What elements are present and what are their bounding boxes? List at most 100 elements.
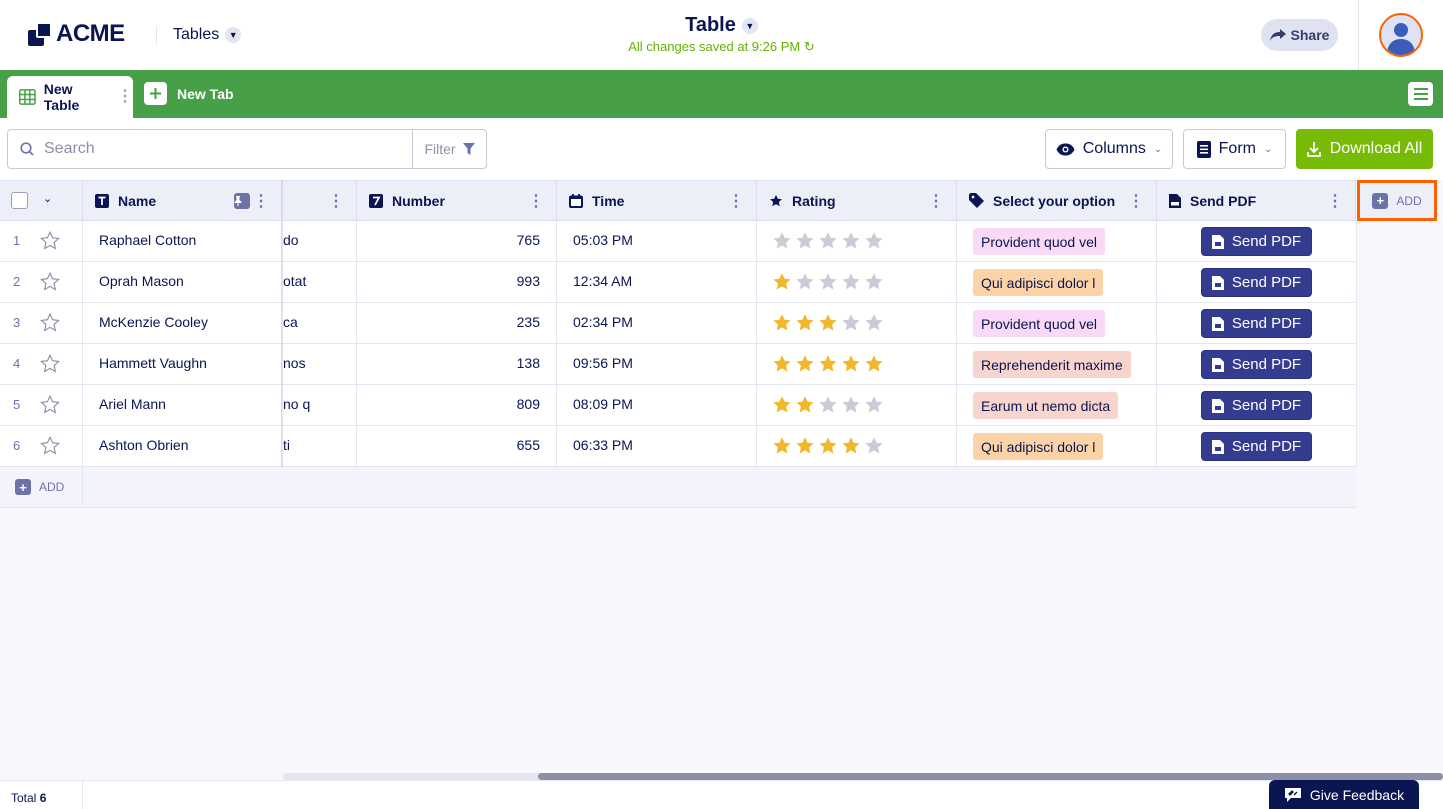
name-cell[interactable]: Hammett Vaughn: [99, 355, 207, 371]
give-feedback-button[interactable]: Give Feedback: [1269, 780, 1419, 809]
number-cell[interactable]: 138: [516, 355, 540, 371]
more-vertical-icon[interactable]: ⋮: [728, 192, 744, 210]
rating-star-icon[interactable]: [818, 395, 838, 415]
number-cell[interactable]: 809: [516, 396, 540, 412]
name-cell[interactable]: Ashton Obrien: [99, 437, 189, 453]
rating-star-icon[interactable]: [795, 231, 815, 251]
time-cell[interactable]: 02:34 PM: [573, 314, 633, 330]
rating-star-icon[interactable]: [818, 354, 838, 374]
share-button[interactable]: Share: [1261, 19, 1338, 51]
number-cell[interactable]: 765: [516, 232, 540, 248]
truncated-cell[interactable]: ca: [283, 314, 298, 330]
rating-star-icon[interactable]: [772, 272, 792, 292]
truncated-cell[interactable]: otat: [283, 273, 307, 289]
hamburger-menu-button[interactable]: [1408, 82, 1433, 106]
time-cell[interactable]: 09:56 PM: [573, 355, 633, 371]
more-vertical-icon[interactable]: ⋮: [328, 192, 344, 210]
send-pdf-button[interactable]: Send PDF: [1201, 350, 1312, 379]
truncated-cell[interactable]: ti: [283, 437, 290, 453]
name-cell[interactable]: Ariel Mann: [99, 396, 166, 412]
download-all-button[interactable]: Download All: [1296, 129, 1433, 169]
star-outline-icon[interactable]: [40, 353, 60, 379]
rating-cell[interactable]: [772, 272, 884, 292]
rating-star-icon[interactable]: [864, 272, 884, 292]
column-header-time[interactable]: Time ⋮: [557, 180, 757, 221]
table-row[interactable]: [0, 385, 1356, 426]
rating-star-icon[interactable]: [818, 313, 838, 333]
tab-new-table[interactable]: New Table ⋮: [7, 76, 133, 118]
rating-star-icon[interactable]: [841, 395, 861, 415]
column-header-rating[interactable]: Rating ⋮: [757, 180, 957, 221]
rating-star-icon[interactable]: [864, 313, 884, 333]
option-tag[interactable]: Provident quod vel: [973, 310, 1105, 337]
star-outline-icon[interactable]: [40, 435, 60, 461]
truncated-cell[interactable]: nos: [283, 355, 306, 371]
pin-icon[interactable]: [234, 192, 250, 209]
send-pdf-button[interactable]: Send PDF: [1201, 227, 1312, 256]
number-cell[interactable]: 235: [516, 314, 540, 330]
rating-star-icon[interactable]: [772, 354, 792, 374]
more-vertical-icon[interactable]: ⋮: [928, 192, 944, 210]
star-outline-icon[interactable]: [40, 394, 60, 420]
send-pdf-button[interactable]: Send PDF: [1201, 309, 1312, 338]
add-row-button[interactable]: + ADD: [15, 479, 64, 495]
time-cell[interactable]: 08:09 PM: [573, 396, 633, 412]
rating-star-icon[interactable]: [772, 313, 792, 333]
column-header-hidden[interactable]: ⋮: [282, 180, 357, 221]
rating-star-icon[interactable]: [864, 436, 884, 456]
more-vertical-icon[interactable]: ⋮: [117, 88, 133, 105]
send-pdf-button[interactable]: Send PDF: [1201, 432, 1312, 461]
option-tag[interactable]: Qui adipisci dolor l: [973, 433, 1104, 460]
rating-cell[interactable]: [772, 354, 884, 374]
avatar[interactable]: [1379, 13, 1423, 57]
rating-star-icon[interactable]: [841, 436, 861, 456]
rating-star-icon[interactable]: [795, 436, 815, 456]
scrollbar-thumb[interactable]: [538, 773, 1443, 780]
more-vertical-icon[interactable]: ⋮: [528, 192, 544, 210]
truncated-cell[interactable]: do: [283, 232, 299, 248]
table-title-dropdown[interactable]: Table ▼: [685, 14, 758, 37]
column-header-pdf[interactable]: Send PDF ⋮: [1157, 180, 1356, 221]
rating-star-icon[interactable]: [772, 436, 792, 456]
column-header-number[interactable]: Number ⋮: [357, 180, 557, 221]
option-tag[interactable]: Reprehenderit maxime: [973, 351, 1131, 378]
name-cell[interactable]: McKenzie Cooley: [99, 314, 208, 330]
rating-star-icon[interactable]: [818, 436, 838, 456]
tables-dropdown[interactable]: Tables ▼: [173, 26, 242, 44]
table-row[interactable]: [0, 262, 1356, 303]
select-all-checkbox[interactable]: [11, 192, 28, 209]
rating-star-icon[interactable]: [772, 231, 792, 251]
time-cell[interactable]: 12:34 AM: [573, 273, 633, 289]
send-pdf-button[interactable]: Send PDF: [1201, 391, 1312, 420]
chevron-down-icon[interactable]: ⌄: [43, 193, 53, 205]
table-row[interactable]: [0, 221, 1356, 262]
rating-cell[interactable]: [772, 231, 884, 251]
more-vertical-icon[interactable]: ⋮: [1128, 192, 1144, 210]
rating-star-icon[interactable]: [841, 272, 861, 292]
column-header-select[interactable]: Select your option ⋮: [957, 180, 1157, 221]
option-tag[interactable]: Earum ut nemo dicta: [973, 392, 1119, 419]
acme-logo[interactable]: ACME: [28, 20, 125, 48]
number-cell[interactable]: 993: [516, 273, 540, 289]
new-tab-button[interactable]: New Tab: [144, 82, 234, 105]
option-tag[interactable]: Provident quod vel: [973, 228, 1105, 255]
rating-star-icon[interactable]: [864, 395, 884, 415]
form-button[interactable]: Form ⌄: [1183, 129, 1286, 169]
rating-cell[interactable]: [772, 395, 884, 415]
name-cell[interactable]: Raphael Cotton: [99, 232, 197, 248]
rating-star-icon[interactable]: [841, 231, 861, 251]
rating-star-icon[interactable]: [864, 231, 884, 251]
rating-star-icon[interactable]: [795, 272, 815, 292]
rating-cell[interactable]: [772, 436, 884, 456]
rating-star-icon[interactable]: [818, 231, 838, 251]
star-outline-icon[interactable]: [40, 230, 60, 256]
add-column-button[interactable]: + ADD: [1357, 180, 1437, 221]
option-tag[interactable]: Qui adipisci dolor l: [973, 269, 1104, 296]
rating-star-icon[interactable]: [795, 313, 815, 333]
name-cell[interactable]: Oprah Mason: [99, 273, 184, 289]
number-cell[interactable]: 655: [516, 437, 540, 453]
rating-cell[interactable]: [772, 313, 884, 333]
rating-star-icon[interactable]: [841, 354, 861, 374]
table-row[interactable]: [0, 426, 1356, 467]
rating-star-icon[interactable]: [772, 395, 792, 415]
